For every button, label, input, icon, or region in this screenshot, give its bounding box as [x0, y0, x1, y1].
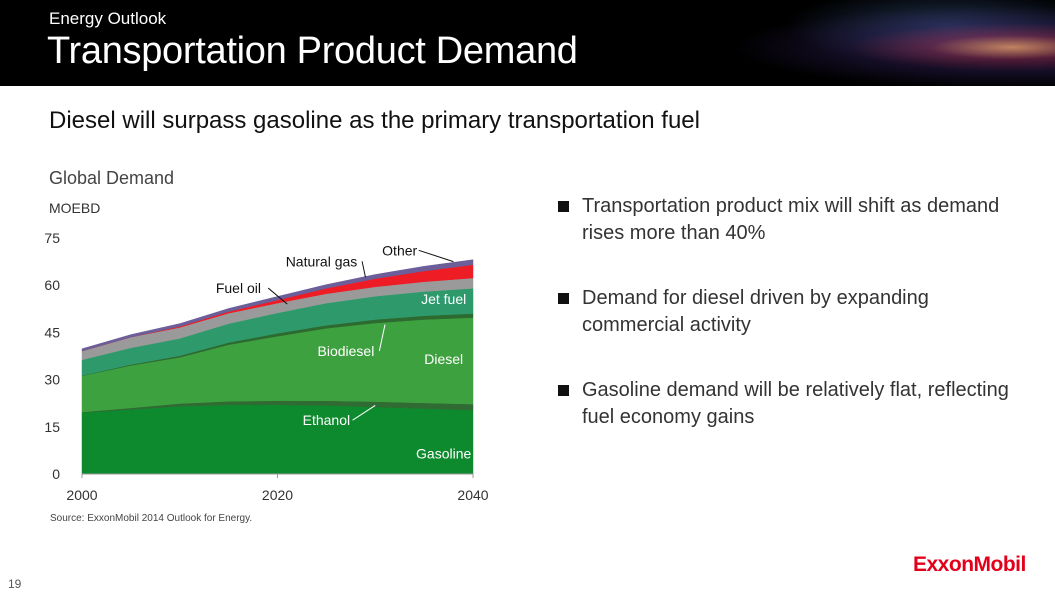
leader-line-biodiesel [378, 324, 386, 352]
chart-axes: 0 15 30 45 60 75 2000 2020 2040 [44, 230, 488, 503]
label-fuel-oil: Fuel oil [216, 280, 261, 296]
y-tick-label: 15 [44, 419, 60, 435]
label-biodiesel: Biodiesel [318, 343, 375, 359]
chart-title: Global Demand [49, 168, 175, 188]
y-tick-label: 30 [44, 372, 60, 388]
bullet-list: Transportation product mix will shift as… [557, 193, 1017, 469]
bullet-text: Gasoline demand will be relatively flat,… [582, 379, 1009, 428]
label-ethanol: Ethanol [303, 412, 350, 428]
source-note: Source: ExxonMobil 2014 Outlook for Ener… [50, 513, 253, 524]
chart-labels: Gasoline Diesel Jet fuel Ethanol Biodiesel Fu… [216, 242, 472, 461]
leader-line-natural-gas [361, 261, 366, 278]
area-chart: 0 15 30 45 60 75 2000 2020 2040 Gasoline Diesel Je… [44, 230, 488, 503]
x-tick-label: 2000 [66, 487, 97, 503]
y-tick-label: 45 [44, 324, 60, 340]
y-axis-unit: MOEBD [49, 200, 101, 216]
y-tick-label: 60 [44, 277, 60, 293]
page-title: Transportation Product Demand [47, 30, 578, 72]
x-tick-label: 2040 [457, 487, 488, 503]
bullet-text: Demand for diesel driven by expanding co… [582, 287, 929, 336]
label-gasoline: Gasoline [416, 445, 471, 461]
bullet-item: Demand for diesel driven by expanding co… [557, 285, 1017, 339]
area-other [81, 259, 474, 352]
page-number: 19 [8, 577, 22, 591]
bullet-item: Gasoline demand will be relatively flat,… [557, 377, 1017, 431]
bullet-text: Transportation product mix will shift as… [582, 195, 1000, 244]
label-diesel: Diesel [424, 351, 463, 367]
bullet-square-icon [558, 293, 569, 304]
exxonmobil-logo: ExxonMobil [913, 553, 1026, 576]
bullet-square-icon [558, 385, 569, 396]
subheading: Diesel will surpass gasoline as the prim… [49, 107, 700, 134]
y-tick-label: 0 [52, 466, 60, 482]
leader-line-ethanol [352, 404, 376, 421]
x-tick-label: 2020 [262, 487, 293, 503]
bullet-item: Transportation product mix will shift as… [557, 193, 1017, 247]
header-decoration [695, 0, 1055, 86]
leader-line-fuel-oil [267, 287, 288, 305]
area-gasoline [81, 404, 474, 475]
header-banner: Energy Outlook Transportation Product De… [0, 0, 1055, 86]
leader-line-other [418, 249, 454, 263]
label-jet-fuel: Jet fuel [421, 291, 466, 307]
label-other: Other [382, 242, 417, 258]
label-natural-gas: Natural gas [286, 253, 358, 269]
bullet-square-icon [558, 201, 569, 212]
y-tick-label: 75 [44, 230, 60, 246]
chart-areas [81, 259, 474, 475]
header-kicker: Energy Outlook [49, 9, 167, 28]
